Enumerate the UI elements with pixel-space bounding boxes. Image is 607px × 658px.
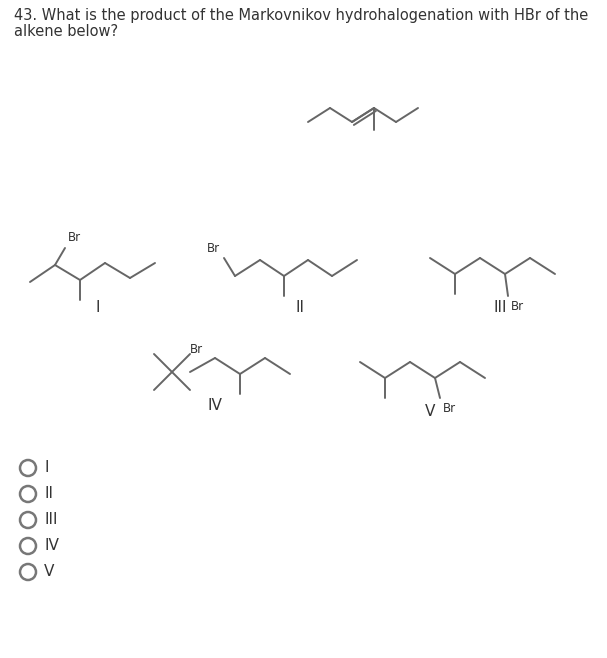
Text: I: I (44, 461, 49, 476)
Text: V: V (425, 405, 435, 420)
Text: III: III (493, 301, 507, 315)
Text: IV: IV (44, 538, 59, 553)
Text: III: III (44, 513, 58, 528)
Text: IV: IV (208, 397, 222, 413)
Text: alkene below?: alkene below? (14, 24, 118, 39)
Text: Br: Br (207, 242, 220, 255)
Text: 43. What is the product of the Markovnikov hydrohalogenation with HBr of the: 43. What is the product of the Markovnik… (14, 8, 588, 23)
Text: Br: Br (190, 343, 203, 356)
Text: Br: Br (68, 231, 81, 244)
Text: II: II (44, 486, 53, 501)
Text: I: I (96, 301, 100, 315)
Text: Br: Br (443, 402, 456, 415)
Text: II: II (296, 301, 305, 315)
Text: Br: Br (511, 300, 524, 313)
Text: V: V (44, 565, 55, 580)
